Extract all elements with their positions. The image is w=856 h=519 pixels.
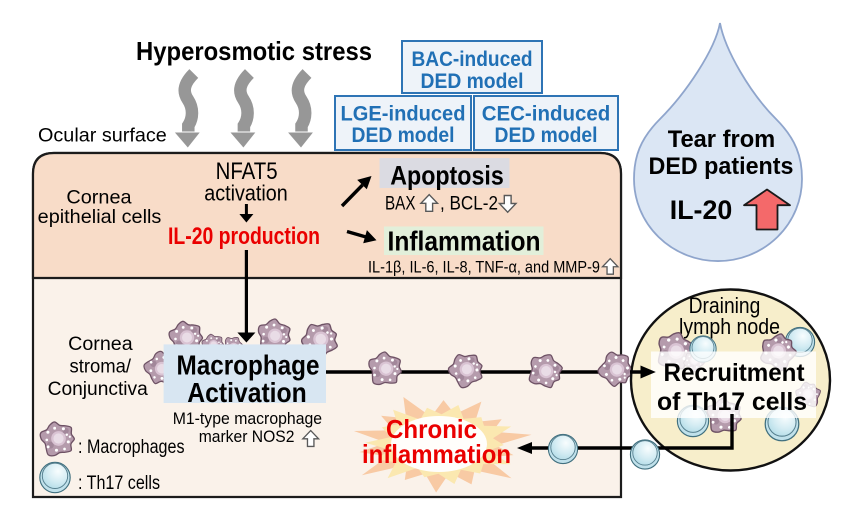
svg-text:Draining: Draining: [689, 293, 761, 318]
svg-text:Cornea: Cornea: [68, 334, 133, 355]
svg-text:BAC-induced: BAC-induced: [412, 48, 533, 71]
svg-text:DED model: DED model: [352, 124, 455, 147]
svg-text:Tear from: Tear from: [668, 126, 776, 153]
svg-text:Ocular surface: Ocular surface: [38, 126, 167, 147]
svg-text:epithelial cells: epithelial cells: [38, 206, 162, 228]
svg-text:DED model: DED model: [495, 124, 598, 147]
svg-text:: Macrophages: : Macrophages: [78, 437, 185, 458]
svg-text:CEC-induced: CEC-induced: [482, 103, 611, 126]
svg-text:stroma/: stroma/: [70, 357, 132, 378]
svg-text:Conjunctiva: Conjunctiva: [48, 379, 149, 400]
svg-text:Macrophage: Macrophage: [177, 350, 320, 381]
svg-text:LGE-induced: LGE-induced: [341, 103, 466, 126]
svg-text:activation: activation: [204, 181, 287, 206]
svg-text:, BCL-2: , BCL-2: [440, 194, 498, 215]
svg-text:IL-20: IL-20: [670, 195, 733, 225]
svg-text:M1-type macrophage: M1-type macrophage: [173, 409, 322, 428]
svg-text:DED patients: DED patients: [649, 153, 794, 180]
svg-text:Inflammation: Inflammation: [388, 226, 541, 257]
svg-text:: Th17 cells: : Th17 cells: [78, 473, 160, 494]
svg-text:Chronic: Chronic: [386, 414, 477, 444]
svg-text:DED model: DED model: [421, 70, 524, 93]
svg-text:Activation: Activation: [187, 377, 307, 408]
svg-text:BAX: BAX: [385, 194, 416, 215]
svg-text:Apoptosis: Apoptosis: [390, 161, 504, 191]
svg-text:Cornea: Cornea: [66, 187, 131, 209]
svg-text:marker NOS2: marker NOS2: [199, 427, 295, 446]
svg-text:inflammation: inflammation: [362, 439, 511, 469]
svg-text:Hyperosmotic stress: Hyperosmotic stress: [136, 36, 372, 66]
svg-text:of Th17 cells: of Th17 cells: [657, 388, 807, 416]
svg-text:lymph node: lymph node: [679, 314, 780, 339]
svg-text:NFAT5: NFAT5: [216, 158, 278, 185]
svg-text:IL-1β, IL-6, IL-8, TNF-α, and: IL-1β, IL-6, IL-8, TNF-α, and MMP-9: [368, 257, 600, 276]
svg-text:Recruitment: Recruitment: [664, 359, 806, 387]
svg-text:IL-20 production: IL-20 production: [168, 223, 320, 250]
